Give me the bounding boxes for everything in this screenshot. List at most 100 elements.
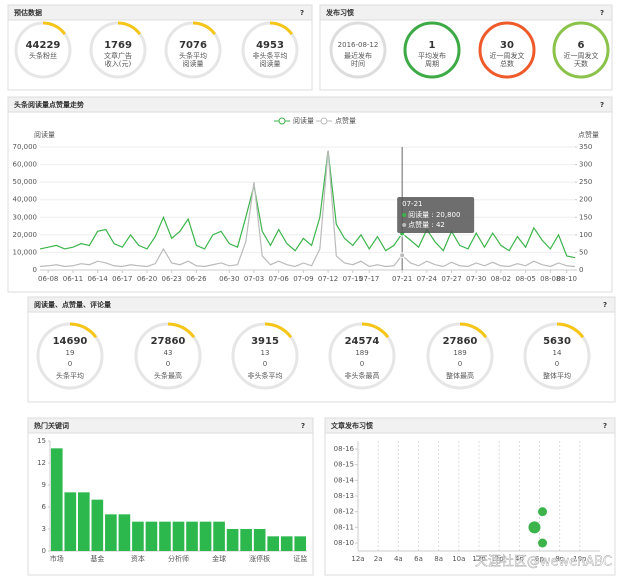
y-tick-label: 08-15 bbox=[334, 461, 354, 469]
stat-label: 天数 bbox=[574, 59, 588, 68]
x-tick-label: 07-12 bbox=[318, 275, 338, 283]
y-tick-label: 30,000 bbox=[13, 213, 38, 221]
stat-label: 整体最高 bbox=[446, 371, 474, 380]
stat-label: 阅读量 bbox=[260, 59, 281, 68]
stat-arc bbox=[523, 322, 591, 390]
y2-tick-label: 100 bbox=[579, 231, 592, 239]
x-tick-label: 07-15 bbox=[343, 275, 363, 283]
stat-label: 收入(元) bbox=[105, 59, 132, 68]
x-tick-label: 6p bbox=[535, 555, 544, 563]
x-tick-label: 06-23 bbox=[162, 275, 182, 283]
panel-title: 阅读量、点赞量、评论量 bbox=[34, 300, 111, 309]
stat-reads: 3915 bbox=[251, 336, 279, 347]
stat-reads: 27860 bbox=[443, 336, 478, 347]
panel bbox=[7, 96, 613, 293]
bar bbox=[199, 521, 212, 551]
stat-comments: 0 bbox=[555, 360, 559, 368]
y-tick-label: 08-12 bbox=[334, 508, 354, 516]
x-tick-label: 08-10 bbox=[557, 275, 577, 283]
x-tick-label: 07-06 bbox=[269, 275, 290, 283]
y2-tick-label: 150 bbox=[579, 213, 592, 221]
panel bbox=[324, 417, 616, 576]
stat-arc bbox=[241, 21, 299, 79]
stat-comments: 0 bbox=[68, 360, 72, 368]
y-tick-label: 60,000 bbox=[13, 161, 38, 169]
stat-label: 非头条平均 bbox=[248, 371, 283, 380]
stat-label: 近一周发文 bbox=[564, 51, 599, 60]
stat-comments: 0 bbox=[263, 360, 267, 368]
stat-value: 30 bbox=[500, 40, 514, 51]
y-tick-label: 20,000 bbox=[13, 231, 38, 239]
x-tick-label: 基金 bbox=[90, 554, 104, 563]
x-tick-label: 金球 bbox=[212, 554, 226, 563]
x-tick-label: 06-14 bbox=[87, 275, 108, 283]
stat-label: 最近发布 bbox=[344, 51, 372, 60]
x-tick-label: 06-30 bbox=[219, 275, 239, 283]
panel-title: 头条阅读量点赞量走势 bbox=[14, 100, 84, 109]
stat-arc bbox=[36, 322, 104, 390]
bar bbox=[240, 529, 252, 551]
y2-tick-label: 350 bbox=[579, 143, 592, 151]
panel-title: 预估数据 bbox=[14, 8, 42, 17]
legend-marker bbox=[278, 117, 286, 125]
bar bbox=[172, 521, 185, 551]
panel-header bbox=[27, 417, 314, 434]
y-tick-label: 0 bbox=[42, 547, 46, 555]
stat-label: 非头条平均 bbox=[253, 51, 288, 60]
help-icon: ? bbox=[300, 9, 304, 17]
stat-arc bbox=[134, 322, 202, 390]
legend-label: 点赞量 bbox=[335, 116, 356, 125]
x-tick-label: 06-26 bbox=[186, 275, 207, 283]
y-tick-label: 3 bbox=[42, 525, 46, 533]
stat-reads: 14690 bbox=[53, 336, 88, 347]
stat-reads: 24574 bbox=[345, 336, 380, 347]
stat-label: 整体平均 bbox=[543, 371, 571, 380]
x-tick-label: 2a bbox=[374, 555, 383, 563]
stat-arc bbox=[14, 21, 72, 79]
x-tick-label: 10a bbox=[452, 555, 465, 563]
bar bbox=[280, 536, 293, 551]
stat-value: 1769 bbox=[104, 40, 132, 51]
bar bbox=[64, 492, 77, 551]
y-tick-label: 10,000 bbox=[13, 248, 38, 256]
stat-arc bbox=[328, 322, 396, 390]
y2-axis-title: 点赞量 bbox=[578, 130, 599, 139]
point bbox=[538, 538, 548, 548]
y-tick-label: 0 bbox=[33, 266, 37, 274]
x-tick-label: 06-11 bbox=[63, 275, 83, 283]
x-tick-label: 10p bbox=[573, 555, 587, 563]
x-tick-label: 07-24 bbox=[417, 275, 438, 283]
x-tick-label: 4a bbox=[394, 555, 403, 563]
help-icon: ? bbox=[600, 9, 604, 17]
stat-comments: 0 bbox=[360, 360, 364, 368]
help-icon: ? bbox=[600, 101, 604, 109]
y-axis-title: 阅读量 bbox=[34, 130, 55, 139]
y2-tick-label: 250 bbox=[579, 178, 592, 186]
help-icon: ? bbox=[603, 301, 607, 309]
x-tick-label: 证监 bbox=[293, 554, 307, 563]
panel-header bbox=[7, 4, 313, 21]
stat-ring bbox=[552, 21, 610, 79]
x-tick-label: 12p bbox=[472, 555, 486, 563]
point bbox=[528, 521, 541, 534]
y-tick-label: 08-16 bbox=[334, 445, 355, 453]
stat-likes: 14 bbox=[553, 349, 562, 357]
x-tick-label: 8a bbox=[434, 555, 443, 563]
x-tick-label: 07-03 bbox=[244, 275, 264, 283]
bar bbox=[213, 521, 225, 551]
stat-label: 总数 bbox=[500, 59, 514, 68]
stat-likes: 189 bbox=[453, 349, 466, 357]
x-tick-label: 12a bbox=[351, 555, 364, 563]
y2-tick-label: 300 bbox=[579, 161, 592, 169]
tooltip-title: 07-21 bbox=[402, 200, 422, 208]
x-tick-label: 6a bbox=[414, 555, 423, 563]
panel-header bbox=[324, 417, 616, 434]
stat-likes: 13 bbox=[261, 349, 270, 357]
legend-label: 阅读量 bbox=[293, 116, 314, 125]
x-tick-label: 2p bbox=[495, 555, 504, 563]
y2-tick-label: 200 bbox=[579, 196, 592, 204]
panel-header bbox=[27, 296, 616, 313]
stat-label: 头条粉丝 bbox=[29, 51, 57, 60]
stat-label: 平均发布 bbox=[418, 51, 446, 60]
